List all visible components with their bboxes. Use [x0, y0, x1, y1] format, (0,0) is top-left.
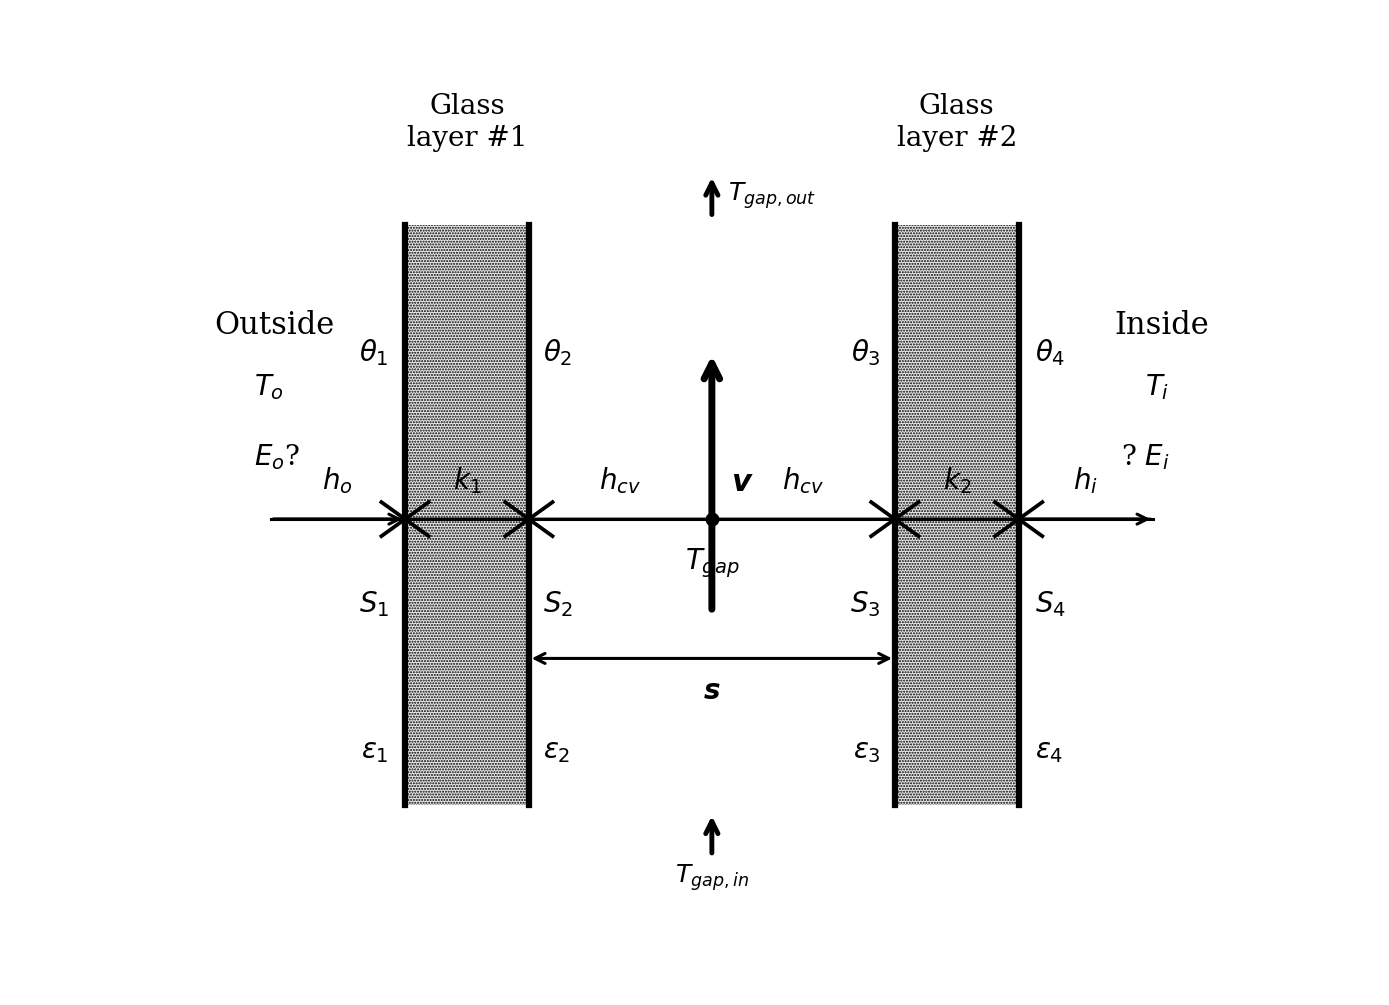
Text: $\boldsymbol{s}$: $\boldsymbol{s}$	[703, 677, 721, 705]
Text: $\boldsymbol{T_{gap,out}}$: $\boldsymbol{T_{gap,out}}$	[728, 181, 817, 211]
Bar	[406, 225, 529, 805]
Text: $\boldsymbol{S_2}$: $\boldsymbol{S_2}$	[543, 589, 572, 619]
Text: $\boldsymbol{T_{gap,in}}$: $\boldsymbol{T_{gap,in}}$	[675, 862, 749, 892]
Text: $\boldsymbol{v}$: $\boldsymbol{v}$	[731, 467, 754, 497]
Text: $\boldsymbol{T_o}$: $\boldsymbol{T_o}$	[254, 373, 285, 402]
Text: $\boldsymbol{S_4}$: $\boldsymbol{S_4}$	[1035, 589, 1065, 619]
Text: $\boldsymbol{S_3}$: $\boldsymbol{S_3}$	[850, 589, 881, 619]
Text: $\boldsymbol{h_o}$: $\boldsymbol{h_o}$	[322, 465, 353, 495]
Text: $\boldsymbol{S_1}$: $\boldsymbol{S_1}$	[358, 589, 389, 619]
Text: Outside: Outside	[214, 311, 335, 341]
Bar	[406, 225, 529, 805]
Text: ? $\boldsymbol{E_i}$: ? $\boldsymbol{E_i}$	[1121, 442, 1170, 472]
Text: $\boldsymbol{\varepsilon_2}$: $\boldsymbol{\varepsilon_2}$	[543, 738, 571, 765]
Text: Inside: Inside	[1114, 311, 1210, 341]
Text: $\boldsymbol{\theta_2}$: $\boldsymbol{\theta_2}$	[543, 338, 572, 368]
Text: $\boldsymbol{\theta_1}$: $\boldsymbol{\theta_1}$	[360, 338, 389, 368]
Text: $\boldsymbol{\varepsilon_4}$: $\boldsymbol{\varepsilon_4}$	[1035, 738, 1063, 765]
Text: $\boldsymbol{\theta_4}$: $\boldsymbol{\theta_4}$	[1035, 338, 1065, 368]
Text: $\boldsymbol{\theta_3}$: $\boldsymbol{\theta_3}$	[851, 338, 881, 368]
Text: $\boldsymbol{E_o}$?: $\boldsymbol{E_o}$?	[254, 442, 300, 472]
Text: Glass
layer #1: Glass layer #1	[407, 93, 528, 152]
Text: $\boldsymbol{\varepsilon_1}$: $\boldsymbol{\varepsilon_1}$	[361, 738, 389, 765]
Text: $\boldsymbol{T_{gap}}$: $\boldsymbol{T_{gap}}$	[685, 547, 739, 580]
Bar	[895, 225, 1018, 805]
Text: $\boldsymbol{h_i}$: $\boldsymbol{h_i}$	[1074, 465, 1099, 495]
Text: $\boldsymbol{h_{cv}}$: $\boldsymbol{h_{cv}}$	[599, 465, 642, 495]
Text: $\boldsymbol{k_2}$: $\boldsymbol{k_2}$	[943, 465, 971, 495]
Text: $\boldsymbol{T_i}$: $\boldsymbol{T_i}$	[1145, 373, 1170, 402]
Text: $\boldsymbol{\varepsilon_3}$: $\boldsymbol{\varepsilon_3}$	[853, 738, 881, 765]
Text: Glass
layer #2: Glass layer #2	[896, 93, 1017, 152]
Text: $\boldsymbol{h_{cv}}$: $\boldsymbol{h_{cv}}$	[782, 465, 825, 495]
Text: $\boldsymbol{k_1}$: $\boldsymbol{k_1}$	[453, 465, 482, 495]
Bar	[895, 225, 1018, 805]
